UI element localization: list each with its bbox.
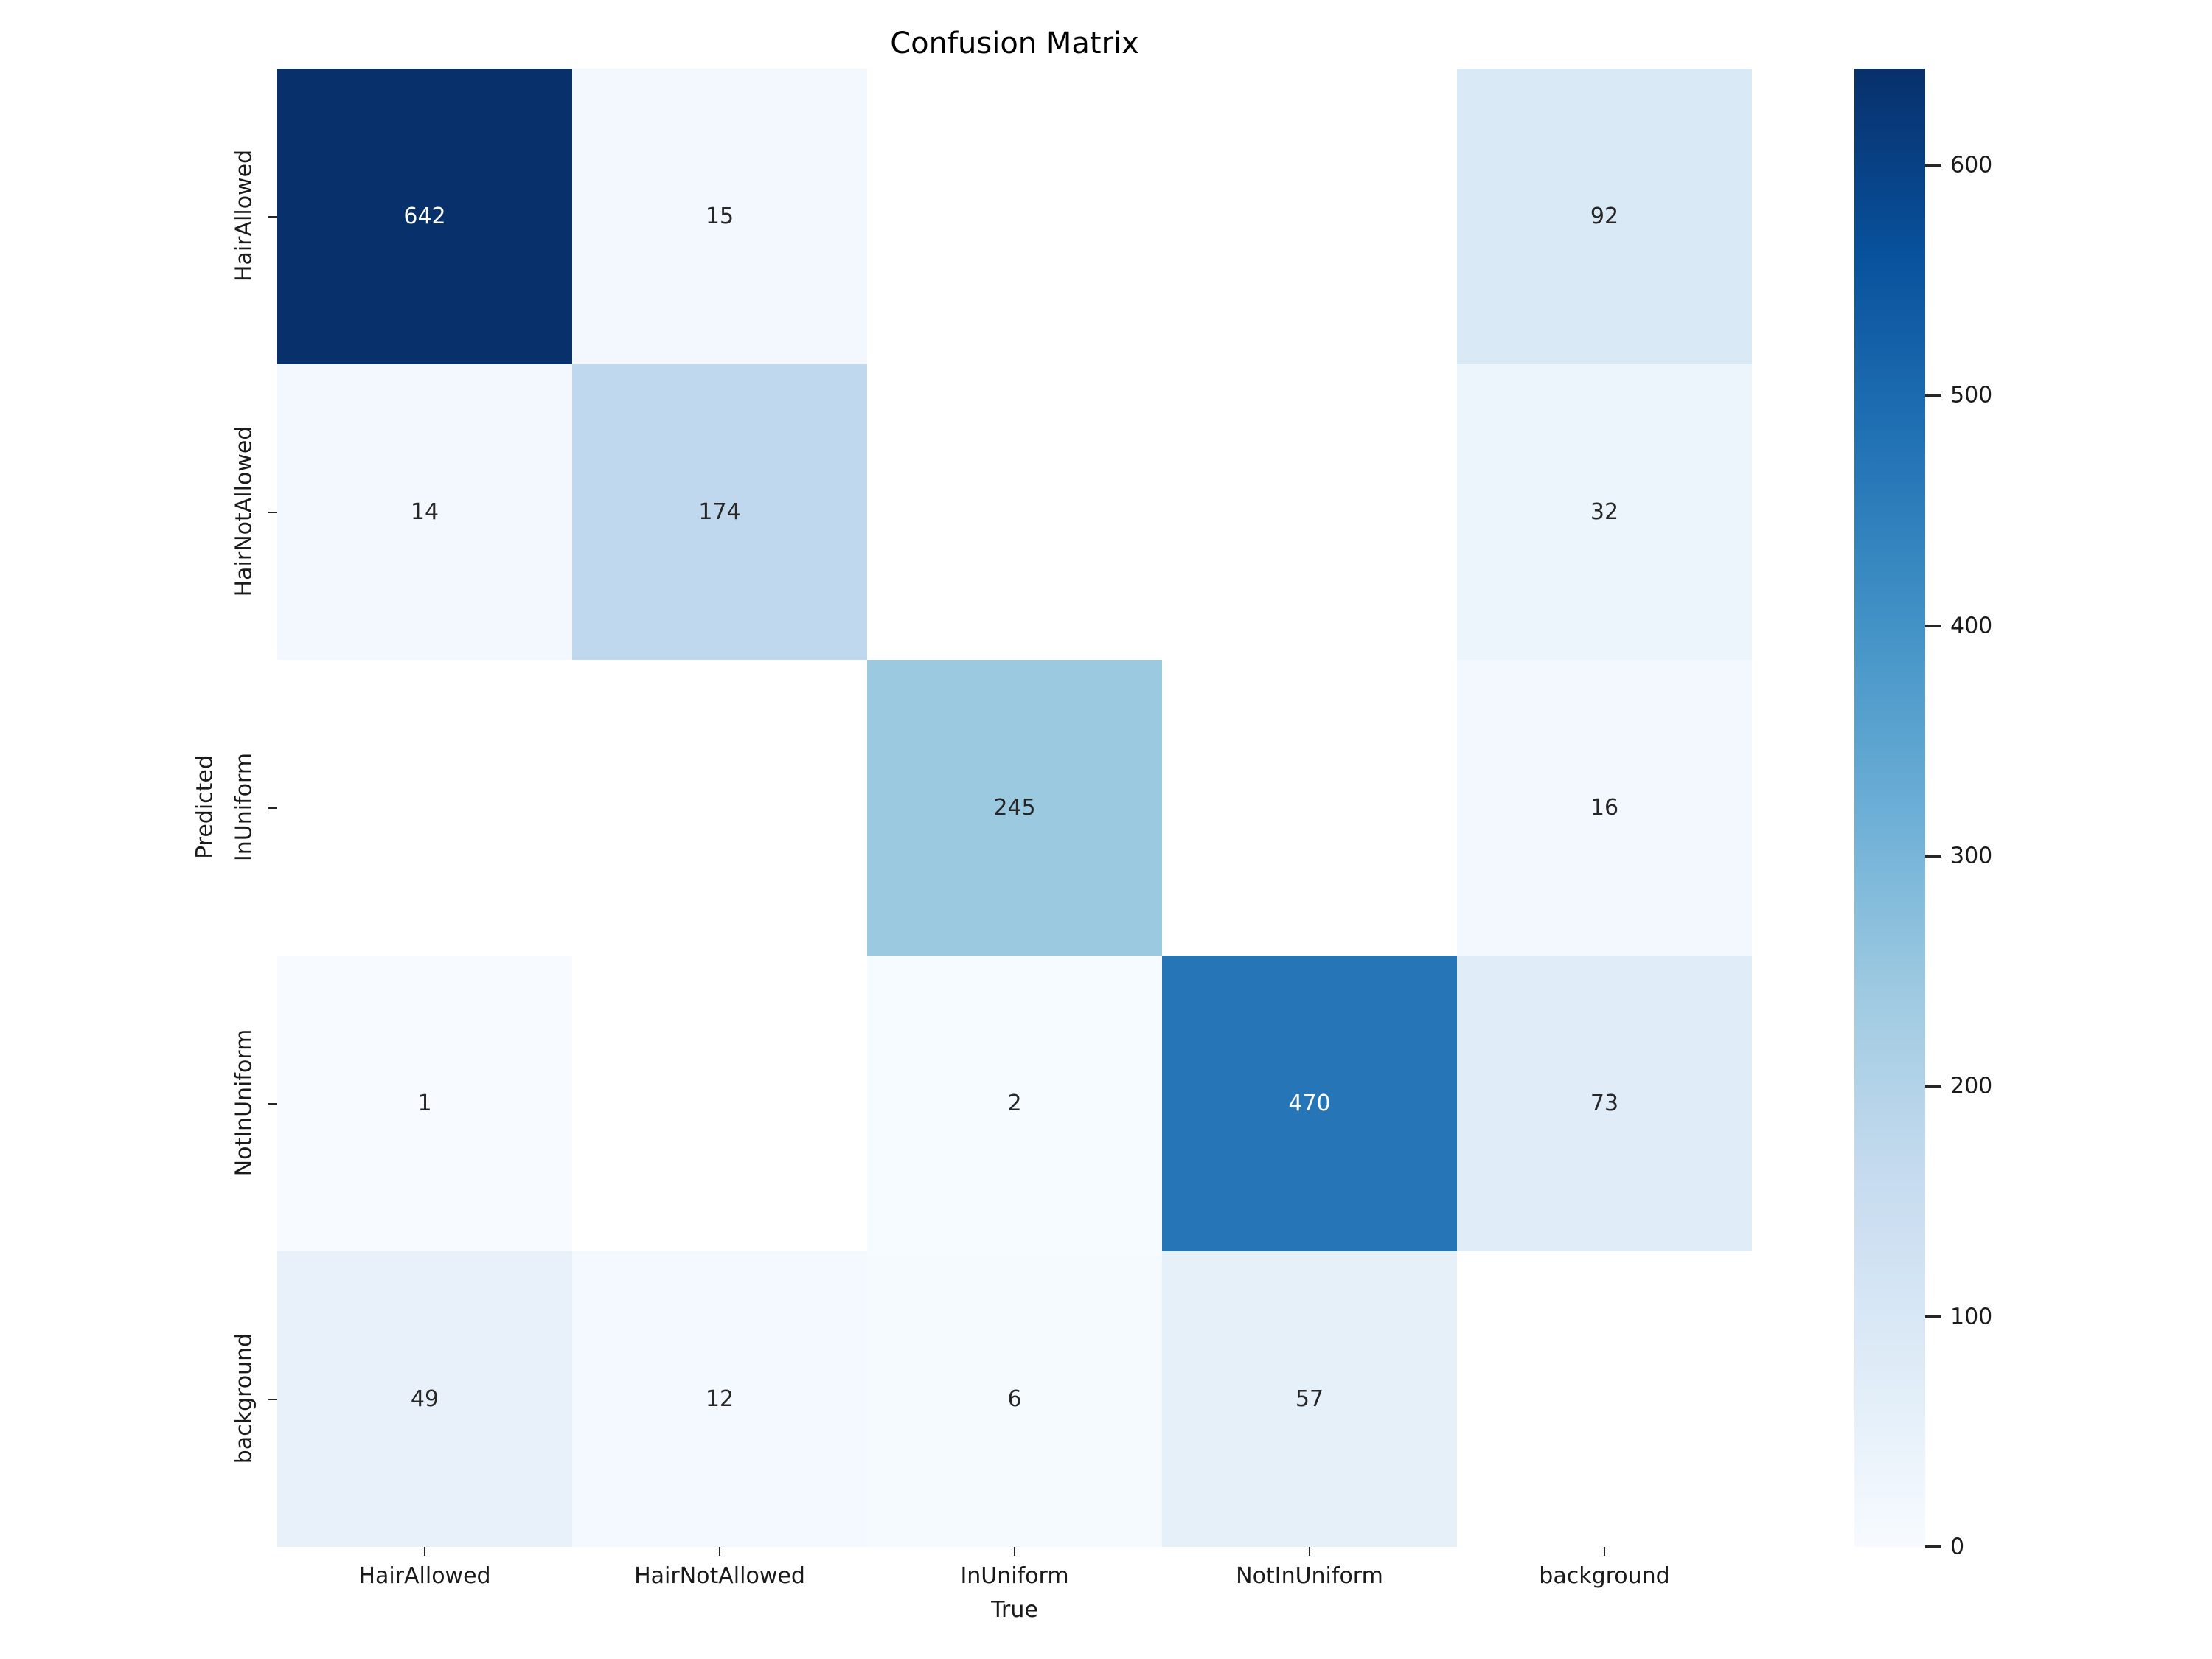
heatmap-cell: 245 bbox=[867, 660, 1162, 956]
y-tick-label: background bbox=[231, 1332, 257, 1464]
colorbar-tick-label: 400 bbox=[1950, 613, 1993, 639]
cell-value: 92 bbox=[1590, 203, 1619, 229]
colorbar-tick-label: 100 bbox=[1950, 1304, 1993, 1330]
heatmap-cell: 642 bbox=[277, 69, 572, 364]
heatmap-cell: 174 bbox=[572, 364, 867, 660]
x-tick-label: background bbox=[1539, 1563, 1670, 1589]
colorbar-tick bbox=[1925, 624, 1941, 627]
heatmap-cell bbox=[1457, 1251, 1752, 1547]
cell-value: 12 bbox=[705, 1385, 734, 1412]
colorbar-tick-label: 0 bbox=[1950, 1534, 1965, 1560]
cell-value: 14 bbox=[410, 498, 439, 525]
cell-value: 174 bbox=[698, 498, 741, 525]
heatmap-cell: 16 bbox=[1457, 660, 1752, 956]
heatmap-cell: 57 bbox=[1162, 1251, 1457, 1547]
cell-value: 57 bbox=[1295, 1385, 1324, 1412]
colorbar-tick bbox=[1925, 164, 1941, 167]
colorbar-tick-label: 200 bbox=[1950, 1073, 1993, 1099]
cell-value: 1 bbox=[417, 1090, 432, 1116]
cell-value: 642 bbox=[403, 203, 446, 229]
colorbar-tick-label: 300 bbox=[1950, 843, 1993, 869]
heatmap-cell bbox=[1162, 364, 1457, 660]
colorbar-tick bbox=[1925, 1315, 1941, 1318]
colorbar bbox=[1854, 69, 1925, 1547]
heatmap-cell bbox=[867, 69, 1162, 364]
y-axis-tick bbox=[268, 1398, 277, 1400]
colorbar-tick bbox=[1925, 855, 1941, 858]
cell-value: 16 bbox=[1590, 794, 1619, 821]
x-axis-tick bbox=[1309, 1547, 1310, 1556]
heatmap-cell: 73 bbox=[1457, 956, 1752, 1251]
colorbar-tick bbox=[1925, 1545, 1941, 1548]
heatmap-cell: 1 bbox=[277, 956, 572, 1251]
heatmap-cell: 2 bbox=[867, 956, 1162, 1251]
colorbar-tick bbox=[1925, 1085, 1941, 1088]
y-axis-tick bbox=[268, 1102, 277, 1105]
x-axis-tick bbox=[1014, 1547, 1015, 1556]
x-axis-tick bbox=[1604, 1547, 1605, 1556]
heatmap-cell bbox=[572, 660, 867, 956]
cell-value: 73 bbox=[1590, 1090, 1619, 1116]
cell-value: 245 bbox=[993, 794, 1036, 821]
x-axis-tick bbox=[719, 1547, 720, 1556]
cell-value: 32 bbox=[1590, 498, 1619, 525]
colorbar-tick-label: 500 bbox=[1950, 382, 1993, 408]
heatmap-cell: 6 bbox=[867, 1251, 1162, 1547]
heatmap-cell bbox=[572, 956, 867, 1251]
colorbar-tick bbox=[1925, 394, 1941, 397]
colorbar-tick-label: 600 bbox=[1950, 152, 1993, 178]
cell-value: 2 bbox=[1007, 1090, 1022, 1116]
heatmap-cell: 32 bbox=[1457, 364, 1752, 660]
y-axis-tick bbox=[268, 511, 277, 513]
heatmap-plot-area: 642 15 92 14 174 32 245 16 1 2 470 73 49 12 6 57 bbox=[277, 69, 1752, 1547]
heatmap-cell bbox=[1162, 660, 1457, 956]
x-tick-label: HairNotAllowed bbox=[634, 1563, 805, 1589]
heatmap-cell bbox=[867, 364, 1162, 660]
heatmap-cell: 14 bbox=[277, 364, 572, 660]
cell-value: 470 bbox=[1288, 1090, 1331, 1116]
y-axis-tick bbox=[268, 807, 277, 809]
heatmap-cell: 12 bbox=[572, 1251, 867, 1547]
x-axis-label: True bbox=[991, 1597, 1038, 1623]
chart-title: Confusion Matrix bbox=[890, 27, 1139, 60]
cell-value: 15 bbox=[705, 203, 734, 229]
y-axis-tick bbox=[268, 215, 277, 218]
x-tick-label: HairAllowed bbox=[358, 1563, 491, 1589]
cell-value: 6 bbox=[1007, 1385, 1022, 1412]
x-tick-label: InUniform bbox=[960, 1563, 1069, 1589]
heatmap-cell: 470 bbox=[1162, 956, 1457, 1251]
heatmap-cell bbox=[1162, 69, 1457, 364]
x-axis-tick bbox=[424, 1547, 425, 1556]
heatmap-cell bbox=[277, 660, 572, 956]
y-axis-label: Predicted bbox=[192, 754, 218, 859]
cell-value: 49 bbox=[410, 1385, 439, 1412]
heatmap-cell: 15 bbox=[572, 69, 867, 364]
heatmap-cell: 49 bbox=[277, 1251, 572, 1547]
heatmap-cell: 92 bbox=[1457, 69, 1752, 364]
x-tick-label: NotInUniform bbox=[1236, 1563, 1383, 1589]
